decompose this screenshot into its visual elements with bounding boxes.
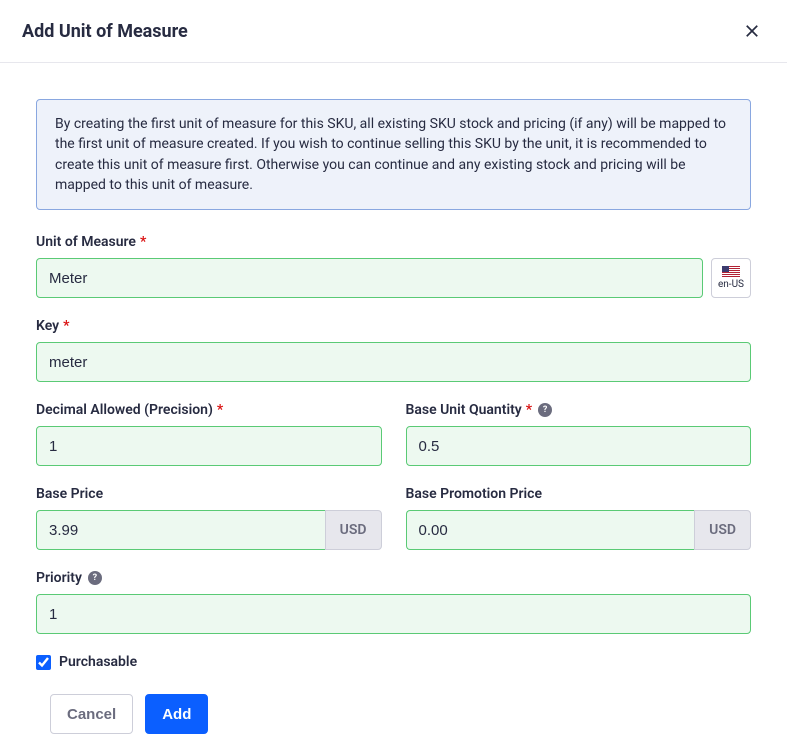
purchasable-checkbox[interactable]: [36, 655, 51, 670]
key-label-text: Key: [36, 318, 59, 334]
priority-label: Priority ?: [36, 570, 751, 586]
decimal-allowed-label-text: Decimal Allowed (Precision): [36, 402, 213, 418]
purchasable-row: Purchasable: [36, 654, 751, 670]
base-price-field: Base Price USD: [36, 486, 382, 550]
required-mark: *: [140, 234, 146, 250]
help-icon[interactable]: ?: [88, 571, 102, 585]
locale-code: en-US: [718, 279, 744, 290]
decimal-allowed-field: Decimal Allowed (Precision) *: [36, 402, 382, 466]
base-promotion-price-field: Base Promotion Price USD: [406, 486, 752, 550]
required-mark: *: [63, 318, 69, 334]
field-row-decimal-baseqty: Decimal Allowed (Precision) * Base Unit …: [36, 402, 751, 466]
decimal-allowed-input[interactable]: [36, 426, 382, 466]
cancel-button[interactable]: Cancel: [50, 694, 133, 734]
field-row-key: Key *: [36, 318, 751, 382]
base-unit-quantity-label-text: Base Unit Quantity: [406, 402, 522, 418]
unit-of-measure-input-row: en-US: [36, 258, 751, 298]
base-promotion-price-input[interactable]: [406, 510, 695, 550]
unit-of-measure-input[interactable]: [36, 258, 703, 298]
base-promotion-price-currency: USD: [694, 510, 751, 550]
info-panel: By creating the first unit of measure fo…: [36, 99, 751, 210]
priority-label-text: Priority: [36, 570, 82, 586]
required-mark: *: [526, 402, 532, 418]
add-unit-of-measure-dialog: Add Unit of Measure By creating the firs…: [0, 0, 787, 707]
field-row-prices: Base Price USD Base Promotion Price USD: [36, 486, 751, 550]
priority-field: Priority ?: [36, 570, 751, 634]
decimal-allowed-label: Decimal Allowed (Precision) *: [36, 402, 382, 418]
button-row: Cancel Add: [36, 694, 751, 734]
base-unit-quantity-label: Base Unit Quantity * ?: [406, 402, 752, 418]
locale-selector[interactable]: en-US: [711, 258, 751, 298]
base-unit-quantity-field: Base Unit Quantity * ?: [406, 402, 752, 466]
base-price-input-group: USD: [36, 510, 382, 550]
field-row-priority: Priority ?: [36, 570, 751, 634]
key-field: Key *: [36, 318, 751, 382]
base-price-label: Base Price: [36, 486, 382, 502]
purchasable-label: Purchasable: [59, 654, 137, 670]
help-icon[interactable]: ?: [538, 403, 552, 417]
unit-of-measure-label: Unit of Measure *: [36, 234, 751, 250]
dialog-header: Add Unit of Measure: [0, 0, 787, 63]
us-flag-icon: [722, 266, 740, 278]
close-icon: [743, 22, 761, 40]
base-promotion-price-label: Base Promotion Price: [406, 486, 752, 502]
key-label: Key *: [36, 318, 751, 334]
key-input[interactable]: [36, 342, 751, 382]
dialog-title: Add Unit of Measure: [22, 21, 188, 42]
dialog-body: By creating the first unit of measure fo…: [0, 63, 787, 734]
priority-input[interactable]: [36, 594, 751, 634]
unit-of-measure-field: Unit of Measure *: [36, 234, 751, 298]
close-button[interactable]: [739, 18, 765, 44]
add-button[interactable]: Add: [145, 694, 208, 734]
base-promotion-price-input-group: USD: [406, 510, 752, 550]
base-unit-quantity-input[interactable]: [406, 426, 752, 466]
field-row-uom: Unit of Measure *: [36, 234, 751, 298]
base-price-currency: USD: [325, 510, 382, 550]
unit-of-measure-label-text: Unit of Measure: [36, 234, 136, 250]
base-price-input[interactable]: [36, 510, 325, 550]
required-mark: *: [217, 402, 223, 418]
